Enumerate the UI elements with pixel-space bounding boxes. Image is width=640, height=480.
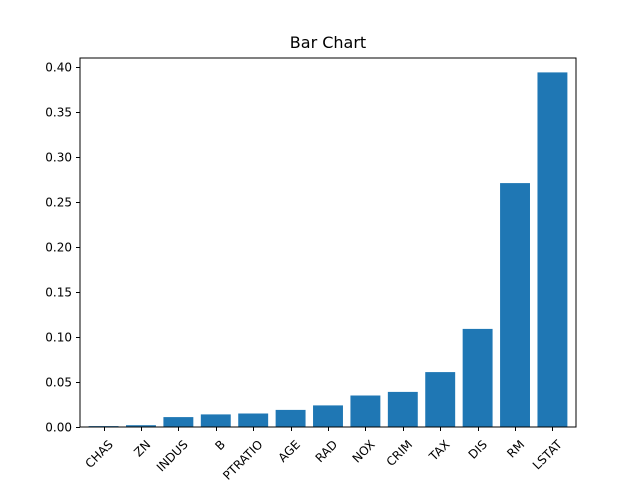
y-tick-label: 0.15 [45, 286, 72, 300]
y-tick-label: 0.10 [45, 331, 72, 345]
x-tick-label-crim: CRIM [384, 437, 416, 469]
bar-tax [425, 372, 456, 427]
x-tick-label-lstat: LSTAT [530, 437, 565, 472]
y-tick-label: 0.30 [45, 151, 72, 165]
x-tick-label-indus: INDUS [154, 437, 191, 474]
bar-lstat [537, 72, 568, 428]
x-tick-label-rm: RM [504, 437, 527, 460]
bar-rm [500, 183, 530, 427]
bar-nox [350, 395, 381, 427]
x-tick-label-nox: NOX [350, 437, 378, 465]
y-tick-label: 0.00 [45, 421, 72, 435]
bar-crim [387, 391, 418, 427]
y-tick-label: 0.40 [45, 61, 72, 75]
x-tick-label-chas: CHAS [83, 437, 116, 470]
chart-title: Bar Chart [290, 33, 366, 52]
x-tick-label-ptratio: PTRATIO [220, 437, 265, 480]
bar-rad [313, 405, 343, 427]
bar-dis [462, 328, 493, 427]
y-tick-label: 0.20 [45, 241, 72, 255]
bar-ptratio [238, 413, 269, 427]
plot-frame [79, 57, 577, 428]
x-tick-label-dis: DIS [466, 437, 490, 461]
y-axis-ticks: 0.00 0.05 0.10 0.15 0.20 0.25 0.30 0.35 0.40 [45, 61, 80, 435]
bar-b [200, 414, 231, 427]
y-tick-label: 0.05 [45, 376, 72, 390]
bar-indus [163, 417, 194, 427]
bar-zn [126, 425, 156, 427]
x-tick-label-rad: RAD [313, 437, 341, 465]
x-tick-label-age: AGE [275, 437, 302, 464]
x-tick-label-b: B [212, 437, 228, 453]
x-tick-label-tax: TAX [426, 437, 453, 464]
bar-age [275, 409, 306, 427]
bars [88, 72, 568, 428]
y-tick-label: 0.35 [45, 106, 72, 120]
y-tick-label: 0.25 [45, 196, 72, 210]
x-tick-label-zn: ZN [131, 437, 153, 459]
